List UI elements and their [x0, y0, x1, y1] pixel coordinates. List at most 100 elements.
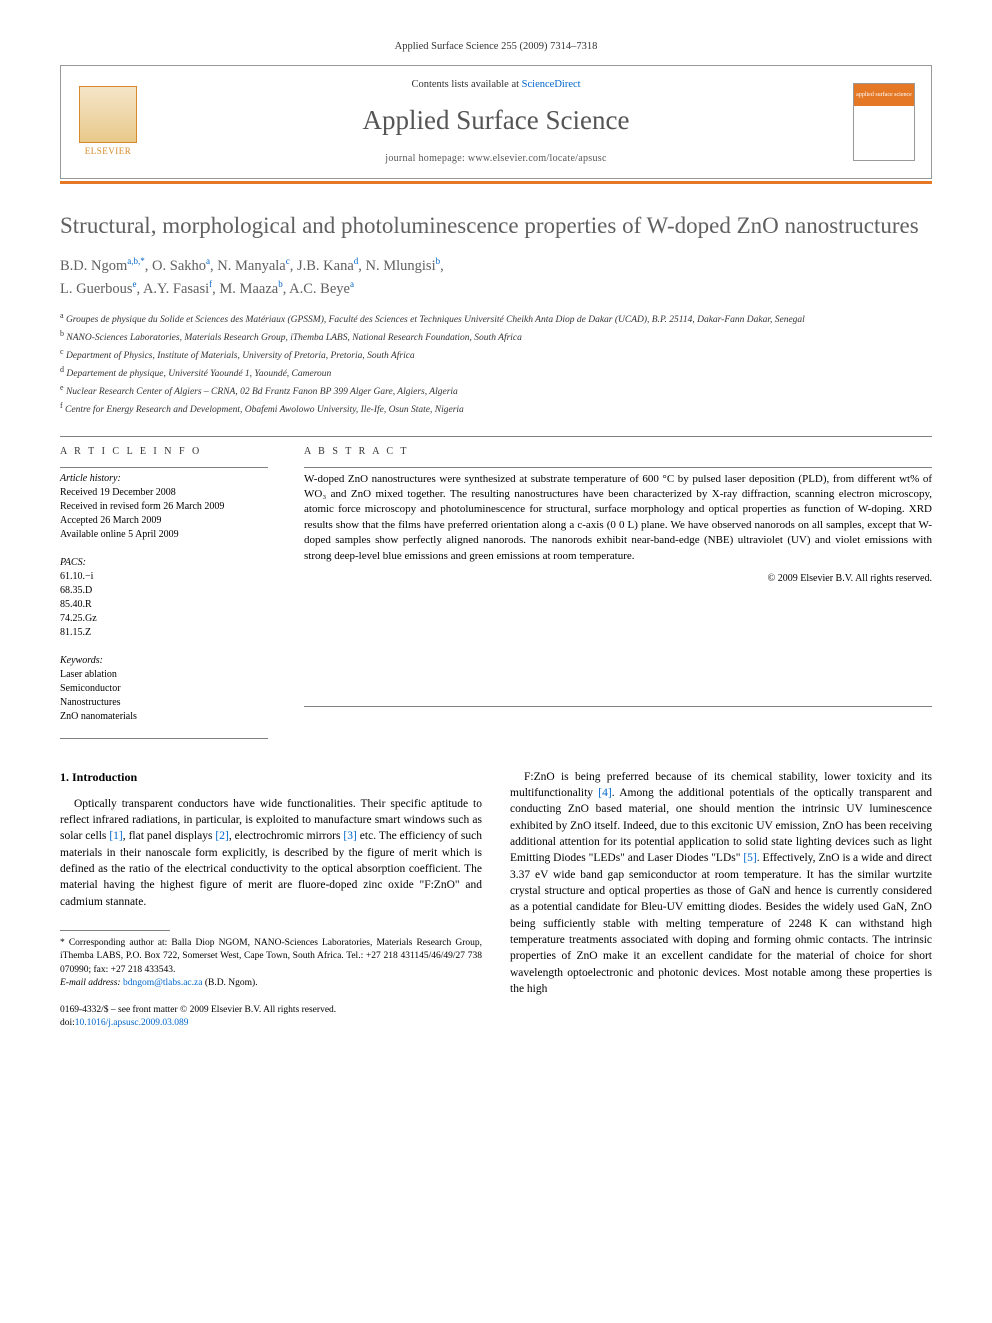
aff-text: Departement de physique, Université Yaou… [66, 369, 331, 379]
history-line: Received 19 December 2008 [60, 486, 268, 500]
homepage-prefix: journal homepage: [385, 153, 468, 164]
corr-star[interactable]: * [140, 256, 145, 266]
body-columns: 1. Introduction Optically transparent co… [60, 769, 932, 1031]
affiliation: a Groupes de physique du Solide et Scien… [60, 310, 932, 328]
doi-prefix: doi: [60, 1018, 75, 1028]
author-aff[interactable]: b [278, 279, 283, 289]
abstract-head: A B S T R A C T [304, 445, 932, 459]
history-line: Received in revised form 26 March 2009 [60, 500, 268, 514]
divider [60, 467, 268, 468]
author: A.Y. Fasasi [143, 280, 209, 296]
pacs-code: 68.35.D [60, 584, 268, 598]
divider [304, 706, 932, 707]
elsevier-tree-icon [79, 86, 137, 143]
author: A.C. Beye [289, 280, 350, 296]
email-link[interactable]: bdngom@tlabs.ac.za [123, 978, 202, 988]
keyword: ZnO nanomaterials [60, 710, 268, 724]
author-aff[interactable]: a [206, 256, 210, 266]
page-footer: 0169-4332/$ – see front matter © 2009 El… [60, 1004, 482, 1031]
citation-link[interactable]: [5] [743, 852, 756, 864]
aff-key: f [60, 401, 63, 410]
left-column: 1. Introduction Optically transparent co… [60, 769, 482, 1031]
history-line: Accepted 26 March 2009 [60, 514, 268, 528]
corresponding-author-note: * Corresponding author at: Balla Diop NG… [60, 937, 482, 990]
footnote-rule [60, 930, 170, 931]
citation-link[interactable]: [1] [109, 830, 122, 842]
section-heading: 1. Introduction [60, 769, 482, 786]
aff-text: Groupes de physique du Solide et Science… [66, 315, 805, 325]
text-run: , flat panel displays [123, 830, 216, 842]
pacs-code: 74.25.Gz [60, 612, 268, 626]
history-line: Available online 5 April 2009 [60, 528, 268, 542]
doi-link[interactable]: 10.1016/j.apsusc.2009.03.089 [75, 1018, 189, 1028]
abstract-text: W-doped ZnO nanostructures were synthesi… [304, 472, 932, 564]
citation-link[interactable]: [2] [215, 830, 228, 842]
affiliations-list: a Groupes de physique du Solide et Scien… [60, 310, 932, 418]
journal-cover-thumbnail: applied surface science [853, 83, 915, 161]
divider [304, 467, 932, 468]
abstract-column: A B S T R A C T W-doped ZnO nanostructur… [304, 445, 932, 743]
affiliation: b NANO-Sciences Laboratories, Materials … [60, 328, 932, 346]
aff-text: Department of Physics, Institute of Mate… [66, 351, 415, 361]
orange-divider [60, 181, 932, 184]
author: L. Guerbous [60, 280, 133, 296]
affiliation: d Departement de physique, Université Ya… [60, 364, 932, 382]
author: O. Sakho [152, 258, 206, 274]
journal-homepage-line: journal homepage: www.elsevier.com/locat… [139, 152, 853, 166]
paragraph: F:ZnO is being preferred because of its … [510, 769, 932, 998]
keyword: Laser ablation [60, 668, 268, 682]
pacs-code: 81.15.Z [60, 626, 268, 640]
text-run: . Effectively, ZnO is a wide and direct … [510, 852, 932, 995]
affiliation: f Centre for Energy Research and Develop… [60, 400, 932, 418]
pacs-code: 61.10.−i [60, 570, 268, 584]
sciencedirect-link[interactable]: ScienceDirect [522, 79, 581, 90]
history-label: Article history: [60, 472, 268, 486]
contents-prefix: Contents lists available at [411, 79, 521, 90]
aff-key: e [60, 383, 64, 392]
citation-link[interactable]: [4] [598, 787, 611, 799]
affiliation: e Nuclear Research Center of Algiers – C… [60, 382, 932, 400]
pacs-label: PACS: [60, 556, 268, 570]
author-aff[interactable]: d [354, 256, 359, 266]
running-head: Applied Surface Science 255 (2009) 7314–… [60, 40, 932, 55]
article-history: Article history: Received 19 December 20… [60, 472, 268, 542]
divider [60, 738, 268, 739]
keywords-label: Keywords: [60, 654, 268, 668]
author: J.B. Kana [297, 258, 354, 274]
article-title: Structural, morphological and photolumin… [60, 212, 932, 241]
journal-title: Applied Surface Science [139, 102, 853, 140]
cover-title: applied surface science [854, 84, 914, 106]
homepage-url[interactable]: www.elsevier.com/locate/apsusc [468, 153, 607, 164]
article-info-column: A R T I C L E I N F O Article history: R… [60, 445, 268, 743]
aff-key: d [60, 365, 64, 374]
aff-text: Centre for Energy Research and Developme… [65, 405, 464, 415]
author-aff[interactable]: b [436, 256, 441, 266]
contents-lists-line: Contents lists available at ScienceDirec… [139, 78, 853, 93]
aff-key: b [60, 329, 64, 338]
aff-key: a [60, 311, 64, 320]
pacs-code: 85.40.R [60, 598, 268, 612]
paragraph: Optically transparent conductors have wi… [60, 796, 482, 910]
author: B.D. Ngom [60, 258, 127, 274]
abstract-copyright: © 2009 Elsevier B.V. All rights reserved… [304, 572, 932, 586]
divider [60, 436, 932, 437]
keyword: Nanostructures [60, 696, 268, 710]
email-label: E-mail address: [60, 978, 123, 988]
aff-text: Nuclear Research Center of Algiers – CRN… [66, 387, 458, 397]
author: N. Manyala [217, 258, 285, 274]
affiliation: c Department of Physics, Institute of Ma… [60, 346, 932, 364]
aff-text: NANO-Sciences Laboratories, Materials Re… [66, 333, 522, 343]
author-aff[interactable]: f [209, 279, 212, 289]
text-run: , electrochromic mirrors [229, 830, 344, 842]
author-aff[interactable]: c [286, 256, 290, 266]
author-aff[interactable]: a,b, [127, 256, 140, 266]
keyword: Semiconductor [60, 682, 268, 696]
keywords-block: Keywords: Laser ablation Semiconductor N… [60, 654, 268, 724]
citation-link[interactable]: [3] [343, 830, 356, 842]
authors-list: B.D. Ngoma,b,*, O. Sakhoa, N. Manyalac, … [60, 255, 932, 300]
elsevier-label: ELSEVIER [85, 145, 132, 158]
footer-line: 0169-4332/$ – see front matter © 2009 El… [60, 1004, 482, 1017]
author-aff[interactable]: e [133, 279, 137, 289]
author-aff[interactable]: a [350, 279, 354, 289]
article-info-head: A R T I C L E I N F O [60, 445, 268, 459]
